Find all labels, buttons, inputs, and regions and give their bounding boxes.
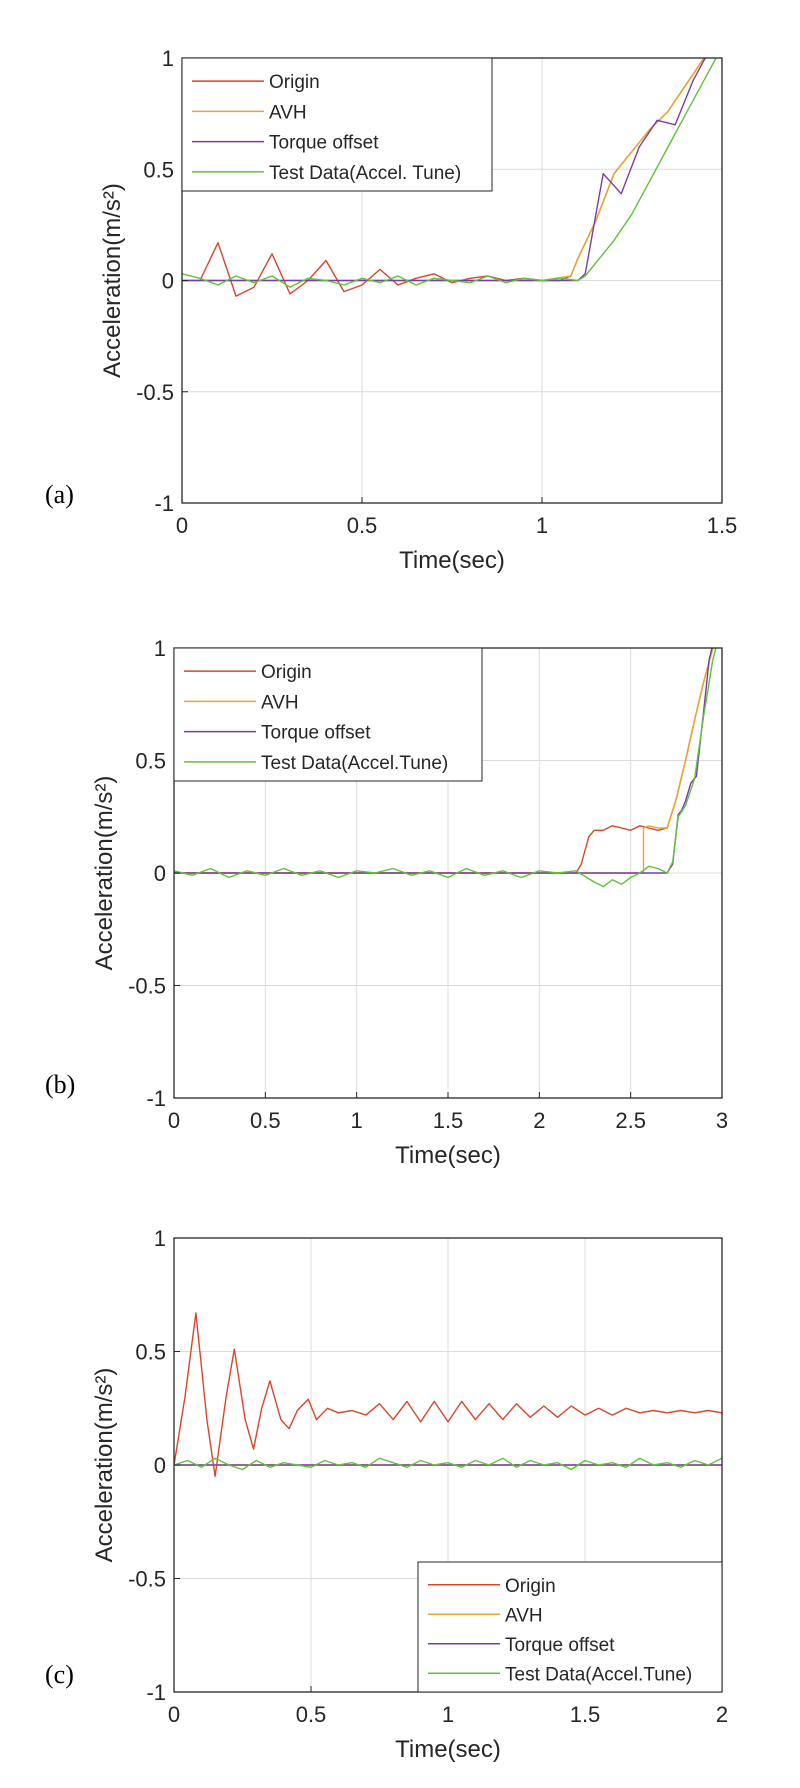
y-tick-label: 0.5 [135, 749, 166, 774]
panel-tag: (b) [45, 1070, 75, 1099]
legend-label: Origin [269, 72, 320, 93]
panel-tag: (c) [45, 1660, 74, 1689]
legend-label: Torque offset [505, 1635, 615, 1656]
legend: Origin AVH Torque offset Test Data(Accel. T… [181, 57, 493, 192]
y-axis-title: Acceleration(m/s²) [91, 1368, 118, 1563]
x-axis-title: Time(sec) [395, 1736, 501, 1763]
y-tick-label: -0.5 [128, 1567, 166, 1592]
x-tick-label: 1 [536, 513, 548, 538]
y-tick-label: 0 [162, 269, 174, 294]
legend-label: Test Data(Accel.Tune) [505, 1664, 692, 1685]
x-tick-label: 0 [168, 1702, 180, 1727]
y-tick-label: -1 [154, 491, 174, 516]
y-tick-label: -0.5 [128, 974, 166, 999]
legend-box [173, 647, 483, 782]
x-tick-label: 0.5 [250, 1108, 281, 1133]
legend-label: Origin [505, 1576, 556, 1597]
x-tick-label: 2.5 [615, 1108, 646, 1133]
x-tick-label: 2 [716, 1702, 728, 1727]
chart-panel-c: 0 0.5 1 1.5 2 -1 -0.5 0 0.5 1 Time(sec) Acceleratio… [45, 1226, 728, 1763]
x-tick-label: 1.5 [433, 1108, 464, 1133]
series-line-test-data-accel-tune [182, 58, 717, 288]
legend-label: AVH [261, 692, 299, 713]
y-tick-label: 1 [154, 636, 166, 661]
chart-panel-b: 0 0.5 1 1.5 2 2.5 3 -1 -0.5 0 0.5 1 Time(sec) Acceler… [45, 636, 728, 1169]
legend-label: AVH [505, 1605, 543, 1626]
x-tick-label: 0.5 [296, 1702, 327, 1727]
x-tick-label: 0 [168, 1108, 180, 1133]
y-tick-label: 0.5 [143, 157, 174, 182]
legend: Origin AVH Torque offset Test Data(Accel.Tu… [417, 1561, 723, 1693]
x-axis-title: Time(sec) [395, 1142, 501, 1169]
series-line-test-data-accel-tune [174, 1457, 722, 1471]
legend-label: AVH [269, 102, 307, 123]
x-tick-label: 3 [716, 1108, 728, 1133]
series-line-origin [174, 1312, 722, 1477]
chart-panel-a: 0 0.5 1 1.5 -1 -0.5 0 0.5 1 Time(sec) Acceleration… [45, 46, 738, 574]
legend-label: Torque offset [261, 723, 371, 744]
legend-box [417, 1561, 723, 1693]
panel-tag: (a) [45, 480, 74, 509]
series-line-torque-offset [174, 648, 713, 874]
y-tick-label: -1 [146, 1086, 166, 1111]
y-tick-label: 0 [154, 1453, 166, 1478]
legend-label: Test Data(Accel.Tune) [261, 753, 448, 774]
y-tick-label: 0.5 [135, 1340, 166, 1365]
x-axis-title: Time(sec) [399, 547, 505, 574]
y-tick-label: -0.5 [136, 380, 174, 405]
x-tick-label: 1 [442, 1702, 454, 1727]
legend-label: Origin [261, 662, 312, 683]
legend-label: Test Data(Accel. Tune) [269, 163, 461, 184]
y-axis-title: Acceleration(m/s²) [99, 183, 126, 378]
y-tick-label: 0 [154, 861, 166, 886]
x-tick-label: 2 [533, 1108, 545, 1133]
y-tick-label: 1 [154, 1226, 166, 1251]
x-tick-label: 1 [351, 1108, 363, 1133]
x-tick-label: 1.5 [570, 1702, 601, 1727]
x-tick-label: 0.5 [347, 513, 378, 538]
series-line-test-data-accel-tune [174, 648, 717, 888]
legend: Origin AVH Torque offset Test Data(Accel.Tu… [173, 647, 483, 782]
y-tick-label: -1 [146, 1680, 166, 1705]
legend-box [181, 57, 493, 192]
x-tick-label: 1.5 [707, 513, 738, 538]
y-axis-title: Acceleration(m/s²) [91, 776, 118, 971]
x-tick-label: 0 [176, 513, 188, 538]
legend-label: Torque offset [269, 133, 379, 154]
y-tick-label: 1 [162, 46, 174, 71]
